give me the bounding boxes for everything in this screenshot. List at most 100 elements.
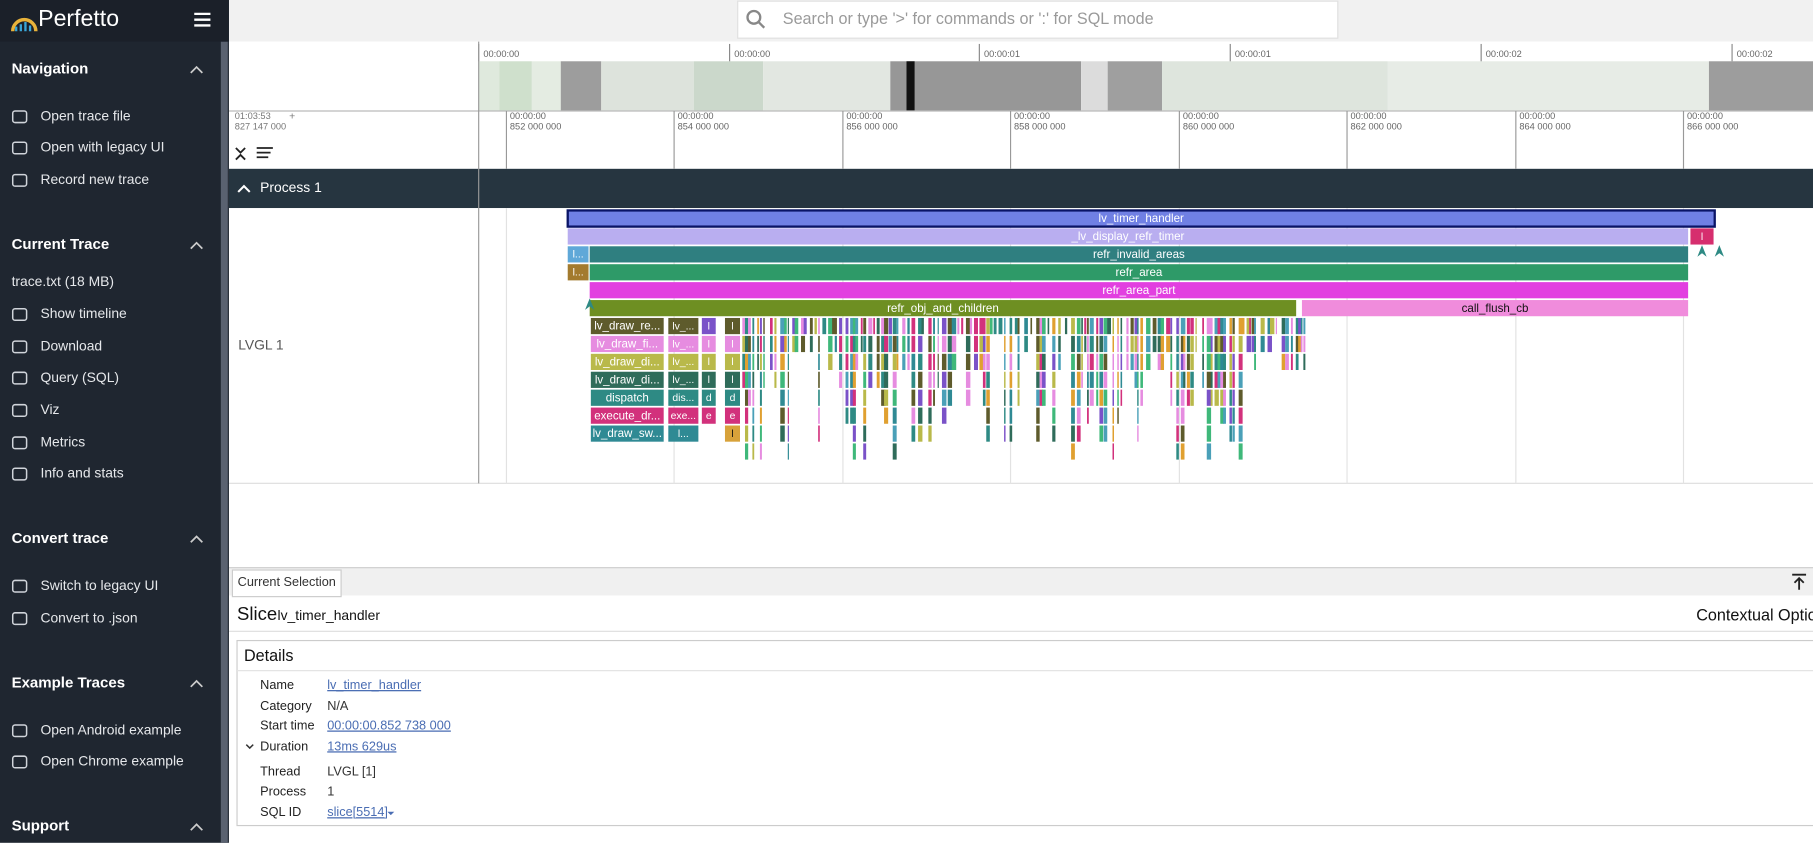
slice[interactable] <box>589 264 1689 281</box>
slice[interactable] <box>668 371 699 388</box>
slice-sliver <box>1269 317 1275 335</box>
slice[interactable] <box>668 317 699 335</box>
slice[interactable] <box>724 335 740 353</box>
slice[interactable] <box>724 389 740 406</box>
slice[interactable] <box>668 335 699 353</box>
slice-sliver <box>1176 371 1179 388</box>
menu-item[interactable]: Convert to .json <box>40 609 137 625</box>
menu-item[interactable]: Open with legacy UI <box>40 139 164 155</box>
detail-label: Duration <box>260 738 308 753</box>
slice[interactable] <box>590 335 664 353</box>
slice-sliver <box>881 335 886 353</box>
detail-value[interactable]: 13ms 629us <box>327 738 396 753</box>
slice[interactable] <box>1690 228 1714 245</box>
menu-item[interactable]: Open trace file <box>40 107 130 123</box>
contextual-options[interactable]: Contextual Options <box>1696 607 1813 625</box>
slice-sliver <box>752 353 755 370</box>
slice-sliver <box>892 335 897 353</box>
slice[interactable] <box>701 317 716 335</box>
section-chevron[interactable] <box>190 535 203 543</box>
slice[interactable] <box>701 407 716 424</box>
section-chevron[interactable] <box>190 241 203 250</box>
tick-ns: 860 000 000 <box>1183 122 1234 132</box>
section-title[interactable]: Support <box>12 818 70 835</box>
expand-icon[interactable] <box>1792 573 1807 590</box>
slice[interactable] <box>724 371 740 388</box>
slice[interactable] <box>590 317 664 335</box>
slice-sliver <box>892 353 897 370</box>
menu-item[interactable]: Metrics <box>40 434 85 450</box>
dropdown-arrow[interactable] <box>387 811 395 816</box>
process-header[interactable] <box>228 168 1813 209</box>
section-chevron[interactable] <box>190 823 203 831</box>
detail-label: Process <box>260 783 306 798</box>
slice[interactable] <box>566 209 1716 228</box>
slice[interactable] <box>590 425 664 442</box>
menu-item[interactable]: Show timeline <box>40 305 127 321</box>
menu-item[interactable]: Viz <box>40 401 59 417</box>
slice[interactable] <box>724 317 740 335</box>
search-box[interactable] <box>737 0 1339 39</box>
slice-sliver <box>818 389 820 406</box>
slice-sliver <box>852 443 856 460</box>
slice-sliver <box>947 389 953 406</box>
slice[interactable] <box>668 425 699 442</box>
menu-item[interactable]: Switch to legacy UI <box>40 577 158 593</box>
slice[interactable] <box>589 300 1297 317</box>
slice[interactable] <box>590 389 664 406</box>
slice[interactable] <box>724 407 740 424</box>
slice-sliver <box>947 317 953 335</box>
collapse-all-icon[interactable] <box>235 147 246 161</box>
section-title[interactable]: Example Traces <box>12 674 126 691</box>
slice-sliver <box>1238 443 1243 460</box>
slice-sliver <box>1275 317 1277 335</box>
slice[interactable] <box>668 407 699 424</box>
menu-item[interactable]: Query (SQL) <box>40 369 119 385</box>
detail-value[interactable]: 00:00:00.852 738 000 <box>327 717 451 732</box>
slice[interactable] <box>668 353 699 370</box>
menu-item[interactable]: Open Android example <box>40 721 181 737</box>
slice[interactable] <box>724 425 740 442</box>
slice[interactable] <box>701 335 716 353</box>
chevron[interactable] <box>245 744 254 750</box>
slice-label: l... <box>678 429 689 440</box>
slice-sliver <box>1303 353 1306 370</box>
slice[interactable] <box>701 389 716 406</box>
sidebar <box>0 0 229 843</box>
menu-item[interactable]: Record new trace <box>40 171 149 187</box>
detail-value[interactable]: lv_timer_handler <box>327 677 422 692</box>
section-title[interactable]: Convert trace <box>12 530 109 547</box>
slice[interactable] <box>567 228 1689 245</box>
slice-sliver <box>1017 335 1020 353</box>
section-title[interactable]: Current Trace <box>12 236 110 253</box>
section-chevron[interactable] <box>190 679 203 688</box>
chevron[interactable] <box>237 184 251 193</box>
menu-icon[interactable] <box>194 12 211 27</box>
scrollbar[interactable] <box>220 41 228 843</box>
slice[interactable] <box>567 264 589 281</box>
slice[interactable] <box>590 353 664 370</box>
detail-value[interactable]: slice[5514] <box>327 804 388 819</box>
slice-sliver <box>1190 389 1194 406</box>
menu-item[interactable]: Info and stats <box>40 465 123 481</box>
section-title[interactable]: Navigation <box>12 60 89 77</box>
tab[interactable] <box>231 569 342 598</box>
slice-sliver <box>1064 317 1068 335</box>
slice[interactable] <box>590 407 664 424</box>
menu-item[interactable]: Download <box>40 338 102 354</box>
slice[interactable] <box>724 353 740 370</box>
pin-icon[interactable] <box>256 147 273 159</box>
slice[interactable] <box>701 371 716 388</box>
slice[interactable] <box>1301 300 1689 317</box>
slice[interactable] <box>701 353 716 370</box>
search-placeholder[interactable]: Search or type '>' for commands or ':' f… <box>783 10 1154 28</box>
slice[interactable] <box>589 282 1689 299</box>
slice[interactable] <box>590 371 664 388</box>
overview-segment <box>560 61 602 111</box>
menu-item[interactable]: Open Chrome example <box>40 753 184 769</box>
slice[interactable] <box>668 389 699 406</box>
section-chevron[interactable] <box>190 65 203 74</box>
slice[interactable] <box>567 246 589 263</box>
slice[interactable] <box>589 246 1689 263</box>
tab-label[interactable]: Current Selection <box>238 574 336 589</box>
